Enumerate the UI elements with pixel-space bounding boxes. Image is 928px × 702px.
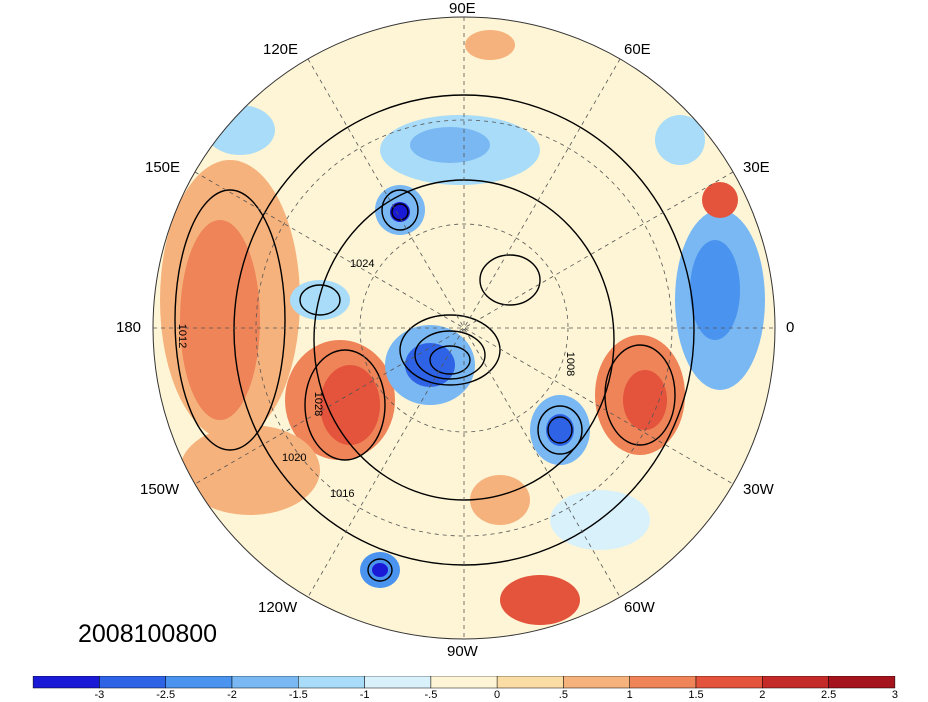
anomaly-field [153, 17, 775, 639]
colorbar-tick-label: .5 [558, 689, 568, 701]
date-label: 2008100800 [78, 620, 218, 648]
colorbar-segment [828, 676, 896, 689]
colorbar-segment [364, 676, 432, 689]
colorbar-segment [298, 676, 365, 689]
lon-label-60e: 60E [624, 41, 651, 58]
colorbar-tick-label: 1.5 [688, 689, 704, 701]
colorbar-tick-label: 2.5 [820, 689, 837, 701]
colorbar [32, 676, 896, 689]
colorbar-segment [231, 676, 299, 689]
graticule [153, 17, 775, 639]
colorbar-segment [99, 676, 166, 689]
lon-label-60w: 60W [624, 599, 655, 616]
colorbar-segment [563, 676, 630, 689]
contour-label: 1028 [312, 391, 325, 417]
contour-label: 1024 [350, 258, 375, 270]
contour-label: 1016 [330, 488, 355, 500]
colorbar-tick-label: -1.5 [288, 689, 308, 701]
colorbar-segment [430, 676, 498, 689]
colorbar-segment [629, 676, 697, 689]
lon-label-30w: 30W [743, 481, 774, 498]
lon-label-90w: 90W [447, 643, 478, 660]
lon-label-120e: 120E [263, 41, 299, 58]
lon-label-120w: 120W [258, 599, 298, 616]
map-boundary [152, 16, 776, 640]
colorbar-tick-label: 1 [626, 689, 633, 701]
lon-label-180: 180 [116, 319, 142, 336]
colorbar-tick-label: -.5 [424, 689, 438, 701]
colorbar-segment [695, 676, 763, 689]
lon-label-150e: 150E [145, 159, 181, 176]
colorbar-tick-label: 3 [891, 689, 898, 701]
colorbar-tick-label: -2 [227, 689, 237, 701]
colorbar-segment [496, 676, 564, 689]
colorbar-tick-label: -3 [94, 689, 105, 701]
contour-label: 1008 [564, 351, 577, 377]
colorbar-tick-label: -1 [359, 689, 370, 701]
colorbar-tick-label: 0 [494, 689, 501, 701]
colorbar-segment [32, 676, 100, 689]
contour-label: 1012 [176, 323, 189, 349]
lon-label-0: 0 [786, 319, 795, 336]
lon-label-90e: 90E [449, 0, 476, 17]
lon-label-30e: 30E [743, 159, 770, 176]
colorbar-segment [165, 676, 233, 689]
colorbar-tick-label: 2 [759, 689, 766, 701]
contour-label: 1020 [282, 452, 307, 464]
lon-label-150w: 150W [140, 481, 180, 498]
colorbar-segment [762, 676, 829, 689]
colorbar-tick-label: -2.5 [156, 689, 176, 701]
